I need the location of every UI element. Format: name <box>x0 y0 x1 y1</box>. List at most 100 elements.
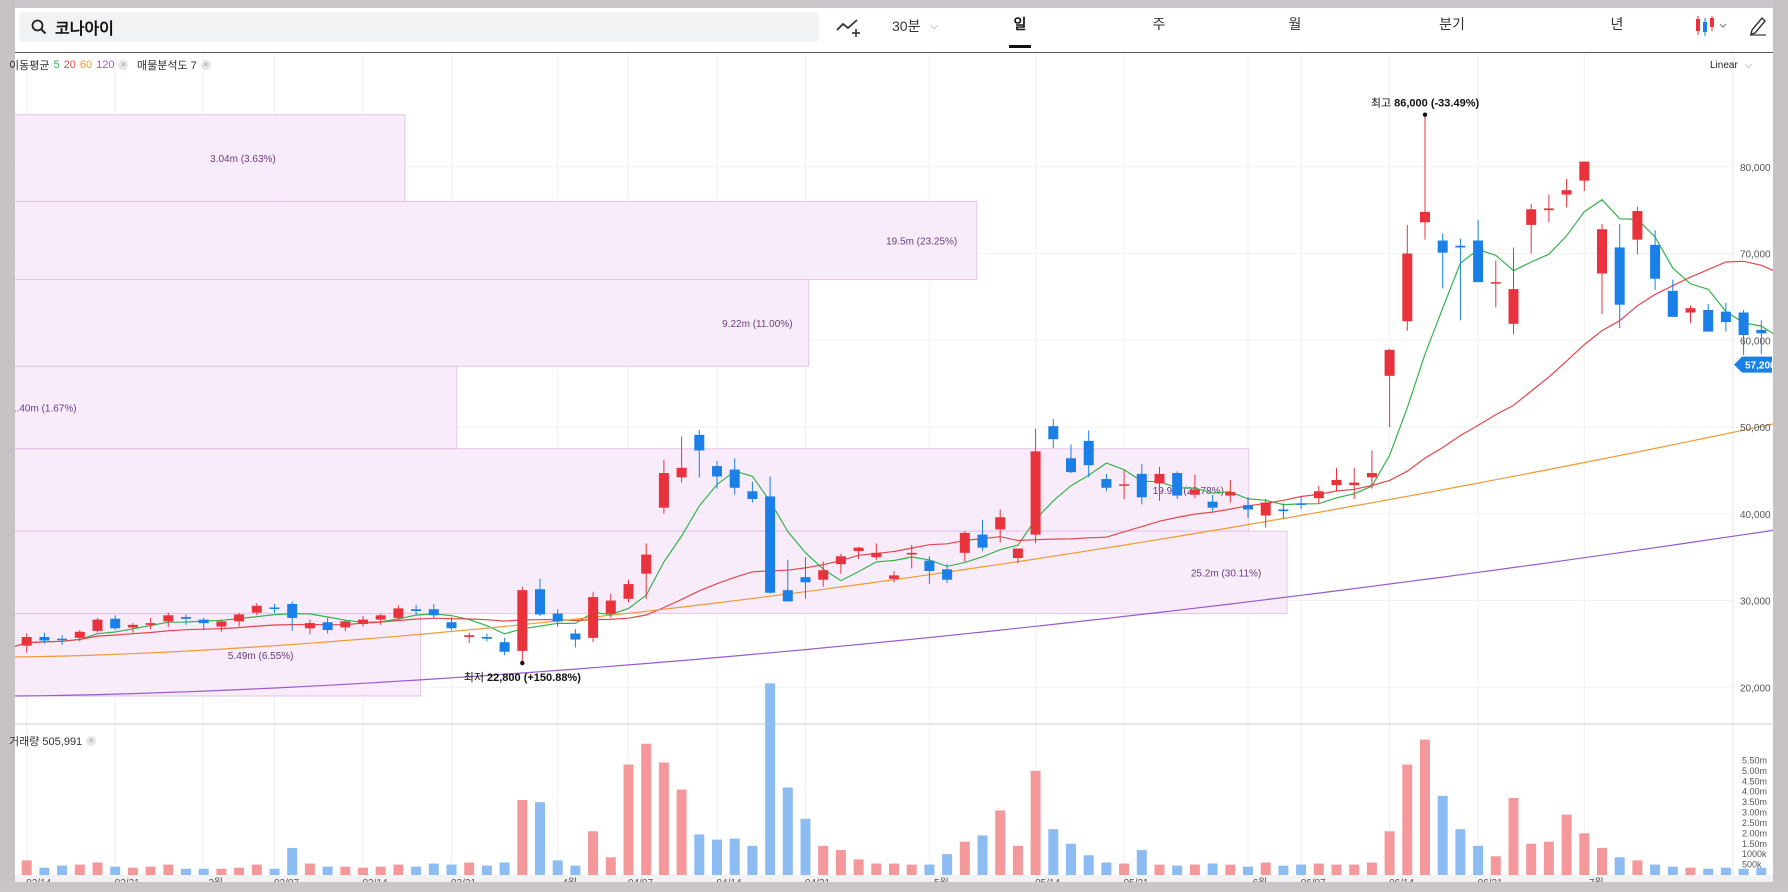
volume-bar[interactable] <box>1632 860 1643 875</box>
volume-bar[interactable] <box>1597 847 1607 875</box>
volume-bar[interactable] <box>39 867 50 875</box>
candle-body[interactable] <box>358 619 368 624</box>
volume-bar[interactable] <box>1703 868 1714 875</box>
volume-bar[interactable] <box>1420 739 1430 875</box>
candle-body[interactable] <box>322 622 333 631</box>
volume-profile-band[interactable] <box>0 613 422 697</box>
candle-body[interactable] <box>676 467 687 478</box>
volume-bar[interactable] <box>942 854 953 875</box>
volume-bar[interactable] <box>1685 867 1696 875</box>
volume-bar[interactable] <box>1225 864 1236 875</box>
volume-bar[interactable] <box>1455 829 1466 875</box>
candle-body[interactable] <box>57 638 68 641</box>
search-input[interactable] <box>55 15 755 39</box>
volume-profile-band[interactable] <box>0 200 978 281</box>
candle-body[interactable] <box>1508 289 1519 324</box>
volume-bar[interactable] <box>1402 764 1413 875</box>
volume-bar[interactable] <box>1650 864 1661 875</box>
volume-bar[interactable] <box>729 838 740 875</box>
candle-body[interactable] <box>1012 548 1023 559</box>
candlestick-type-icon[interactable] <box>1693 14 1729 38</box>
candle-body[interactable] <box>1243 505 1253 510</box>
volume-bar[interactable] <box>658 762 669 876</box>
close-icon[interactable]: × <box>118 60 129 70</box>
volume-bar[interactable] <box>517 800 528 875</box>
candle-body[interactable] <box>1313 491 1324 499</box>
candle-body[interactable] <box>1420 211 1430 223</box>
volume-bar[interactable] <box>694 834 705 875</box>
tab-day[interactable]: 일 <box>1000 14 1040 48</box>
candle-body[interactable] <box>1136 473 1147 498</box>
volume-bar[interactable] <box>1473 845 1484 875</box>
volume-bar[interactable] <box>1136 850 1147 875</box>
volume-bar[interactable] <box>1384 831 1395 875</box>
search-box[interactable] <box>19 12 819 42</box>
volume-bar[interactable] <box>1154 864 1165 875</box>
candle-body[interactable] <box>889 575 899 579</box>
volume-bar[interactable] <box>1207 863 1218 875</box>
candle-body[interactable] <box>1738 312 1749 336</box>
volume-bar[interactable] <box>1508 797 1519 875</box>
candle-body[interactable] <box>729 469 740 488</box>
candle-body[interactable] <box>464 635 475 637</box>
candle-body[interactable] <box>446 622 457 629</box>
volume-bar[interactable] <box>145 866 156 875</box>
volume-bar[interactable] <box>853 859 864 875</box>
volume-bar[interactable] <box>1296 864 1307 875</box>
volume-bar[interactable] <box>924 864 935 875</box>
volume-bar[interactable] <box>552 860 563 875</box>
volume-bar[interactable] <box>1172 865 1183 875</box>
candle-body[interactable] <box>39 636 50 641</box>
volume-bar[interactable] <box>1579 833 1590 875</box>
candle-body[interactable] <box>871 552 882 558</box>
volume-bar[interactable] <box>1243 866 1253 875</box>
candle-body[interactable] <box>1473 240 1484 283</box>
candle-body[interactable] <box>1278 509 1289 512</box>
volume-bar[interactable] <box>995 810 1006 875</box>
candle-body[interactable] <box>1030 451 1041 535</box>
volume-bar[interactable] <box>977 835 988 875</box>
volume-bar[interactable] <box>481 865 492 875</box>
candle-body[interactable] <box>74 631 85 638</box>
volume-legend[interactable]: 거래량 505,991 × <box>9 733 97 749</box>
volume-bar[interactable] <box>358 867 368 875</box>
candle-body[interactable] <box>181 617 191 619</box>
volume-bar[interactable] <box>411 866 422 875</box>
candle-body[interactable] <box>782 590 793 602</box>
candle-body[interactable] <box>1260 502 1271 516</box>
candle-body[interactable] <box>287 604 298 618</box>
candle-body[interactable] <box>393 608 404 618</box>
candle-body[interactable] <box>517 590 528 651</box>
candle-body[interactable] <box>765 496 776 593</box>
volume-bar[interactable] <box>181 868 191 875</box>
volume-bar[interactable] <box>1101 862 1112 876</box>
candle-body[interactable] <box>251 605 262 613</box>
candle-body[interactable] <box>694 434 705 451</box>
volume-bar[interactable] <box>1543 841 1554 875</box>
candle-body[interactable] <box>658 473 669 508</box>
volume-profile-band[interactable] <box>0 279 810 367</box>
candle-body[interactable] <box>1172 473 1183 496</box>
volume-bar[interactable] <box>535 802 545 875</box>
moving-average-legend[interactable]: 이동평균 5 20 60 120 × <box>9 57 129 73</box>
candle-body[interactable] <box>127 624 138 628</box>
candle-body[interactable] <box>747 491 758 500</box>
candle-body[interactable] <box>605 600 616 614</box>
candle-body[interactable] <box>1632 211 1643 240</box>
candle-body[interactable] <box>1667 290 1678 317</box>
volume-bar[interactable] <box>623 764 634 875</box>
candle-body[interactable] <box>411 609 422 611</box>
volume-bar[interactable] <box>835 850 846 875</box>
candle-body[interactable] <box>853 547 864 552</box>
candle-body[interactable] <box>1402 253 1413 322</box>
volume-bar[interactable] <box>428 863 439 875</box>
candle-body[interactable] <box>1384 349 1395 376</box>
volume-bar[interactable] <box>499 862 510 876</box>
candle-body[interactable] <box>977 534 988 548</box>
volume-bar[interactable] <box>800 818 811 875</box>
candle-body[interactable] <box>906 552 917 555</box>
candle-body[interactable] <box>1597 229 1607 274</box>
candle-body[interactable] <box>269 607 280 609</box>
candle-body[interactable] <box>163 615 174 622</box>
